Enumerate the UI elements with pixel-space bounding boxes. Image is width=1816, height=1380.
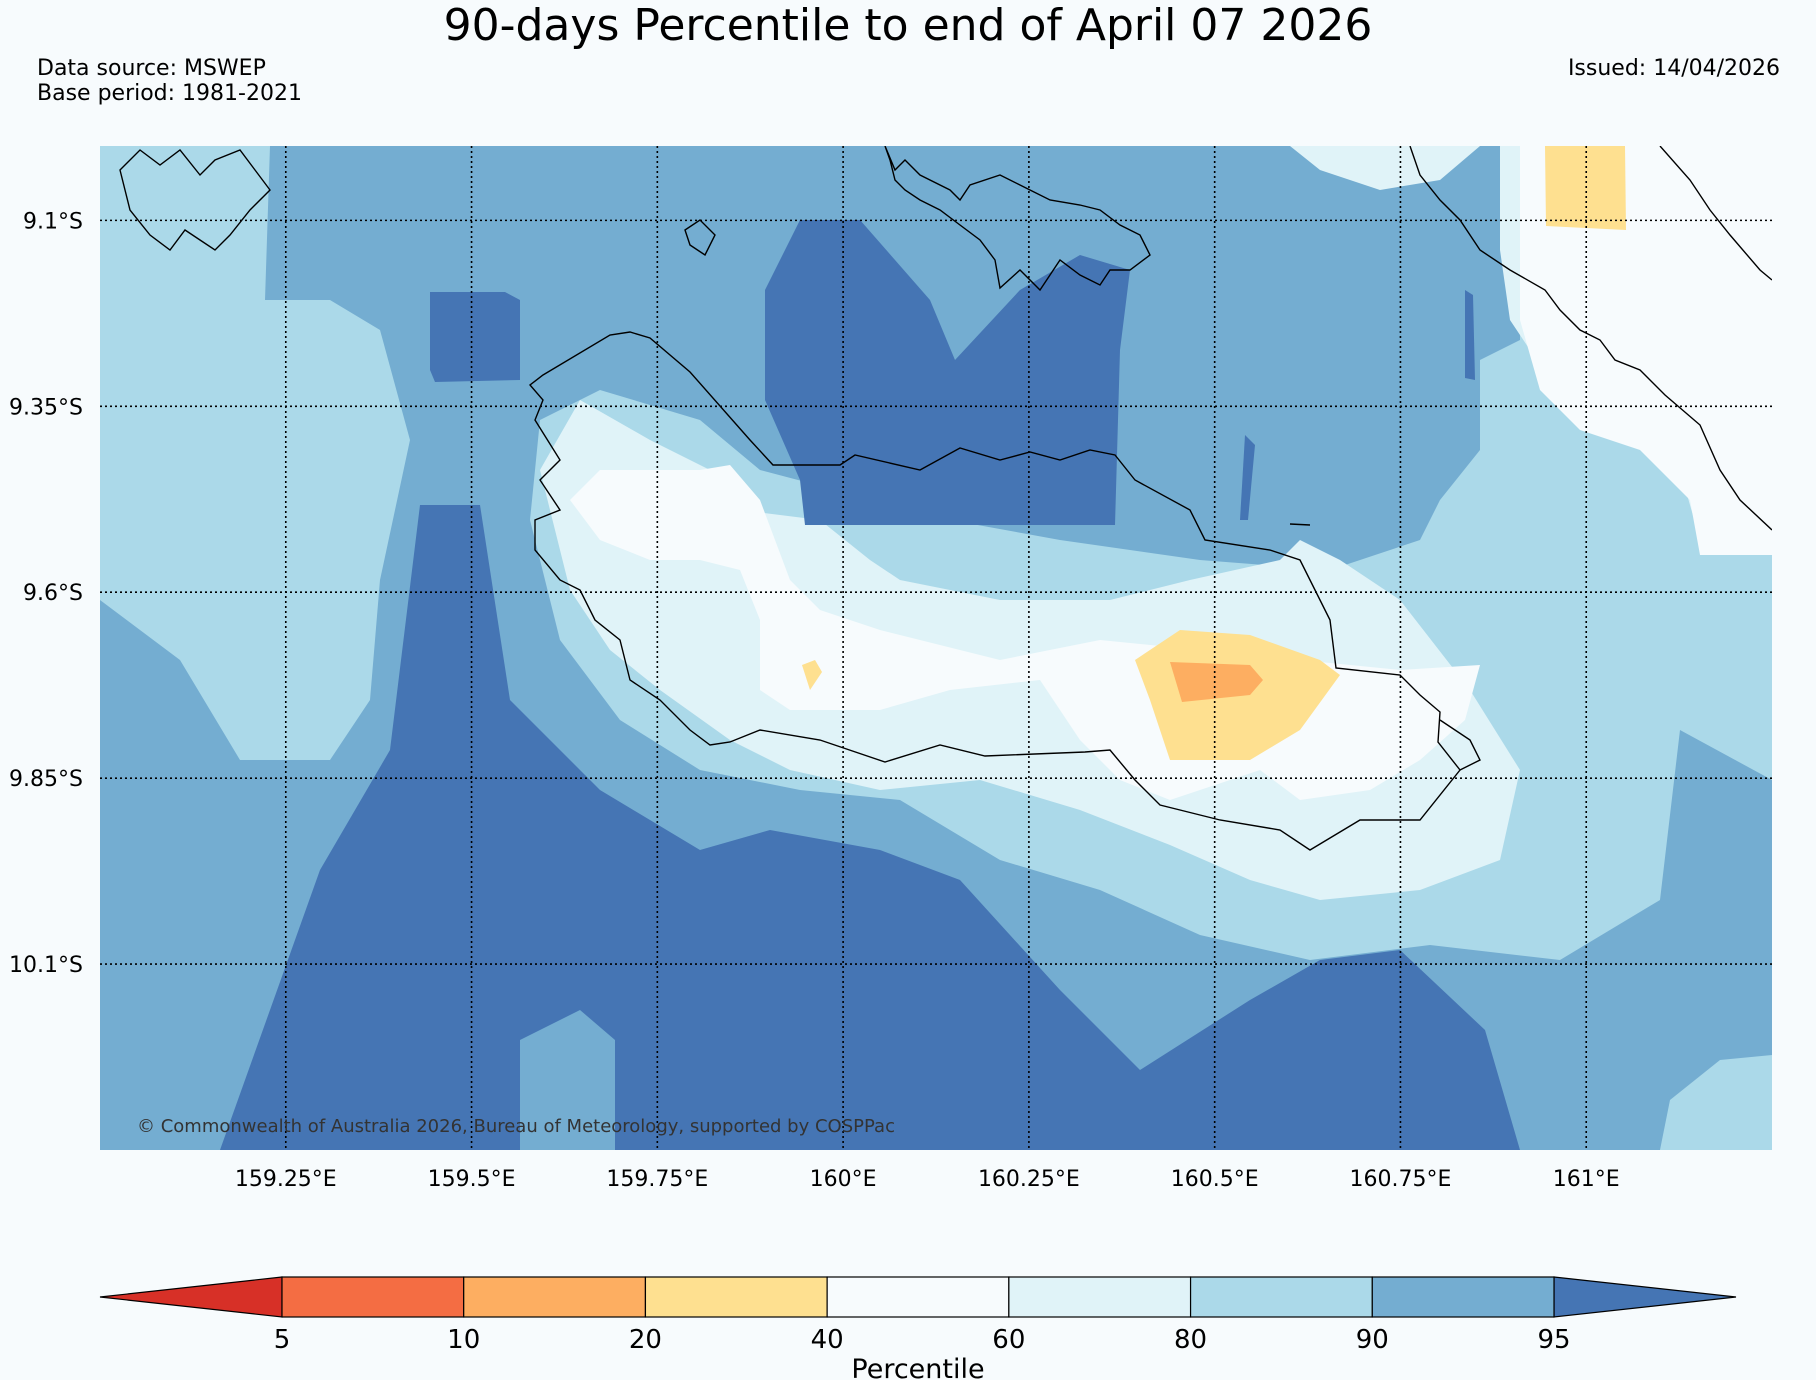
contour-10-20 [1170, 662, 1263, 702]
lat-tick-label: 9.35°S [9, 395, 83, 420]
contour-gt95-central-block [765, 220, 1130, 525]
copyright-notice: © Commonwealth of Australia 2026, Bureau… [137, 1116, 895, 1137]
map-gridlines [100, 146, 1772, 1150]
colorbar-segment [463, 1276, 647, 1318]
lon-tick-label: 159.75°E [606, 1167, 708, 1192]
coastline-small-island [684, 219, 716, 257]
colorbar-tick-label: 40 [811, 1325, 844, 1355]
lon-tick-label: 160.25°E [978, 1167, 1080, 1192]
base-period-label: Base period: 1981-2021 [37, 81, 302, 106]
coastline-malaita [1409, 146, 1772, 531]
contour-20-40-dot [802, 660, 822, 690]
coastline-savo [119, 149, 271, 251]
coastline-guadalcanal [528, 331, 1461, 851]
lat-tick-label: 9.6°S [23, 581, 83, 606]
coastline-malaita-west [1659, 146, 1772, 281]
contour-40-60-east [1520, 146, 1772, 555]
map-title: 90-days Percentile to end of April 07 20… [443, 0, 1373, 51]
colorbar-segment [281, 1276, 465, 1318]
colorbar-label: Percentile [851, 1354, 984, 1380]
contour-gt95-pocket-a [1240, 435, 1255, 520]
colorbar-tick-label: 20 [629, 1325, 662, 1355]
contour-60-80-north [1000, 146, 1480, 190]
lon-tick-label: 159.25°E [235, 1167, 337, 1192]
coastline-east-fragment [1439, 719, 1481, 771]
colorbar-tick-label: 90 [1356, 1325, 1389, 1355]
map-metadata: Data source: MSWEP Base period: 1981-202… [37, 56, 302, 106]
contour-80-90-southeast [1660, 1055, 1772, 1150]
lat-tick-label: 9.1°S [23, 209, 83, 234]
colorbar-under-arrow [99, 1276, 283, 1318]
lon-tick-label: 160.5°E [1171, 1167, 1259, 1192]
contour-gt95-north-block [430, 292, 520, 382]
colorbar: 5 10 20 40 60 80 90 95 Percentile [99, 1276, 1737, 1380]
contour-gt95-south-pocket [520, 1010, 615, 1150]
colorbar-over-arrow [1553, 1276, 1737, 1318]
contour-gt95-pocket-b [1465, 290, 1475, 380]
lat-tick-labels: 9.1°S 9.35°S 9.6°S 9.85°S 10.1°S [9, 209, 83, 978]
data-source-label: Data source: MSWEP [37, 56, 266, 81]
coastline-marker [1289, 523, 1311, 526]
colorbar-segment [826, 1276, 1010, 1318]
lat-tick-label: 9.85°S [9, 767, 83, 792]
lon-tick-labels: 159.25°E 159.5°E 159.75°E 160°E 160.25°E 160.… [235, 1167, 1620, 1192]
contour-80-90-west [100, 146, 410, 760]
colorbar-segment [1371, 1276, 1555, 1318]
lon-tick-label: 160°E [810, 1167, 877, 1192]
lat-tick-label: 10.1°S [9, 953, 83, 978]
percentile-contours [100, 146, 1772, 1150]
colorbar-segment [1189, 1276, 1373, 1318]
colorbar-segment [644, 1276, 828, 1318]
colorbar-segments [281, 1276, 1555, 1318]
lon-tick-label: 161°E [1553, 1167, 1620, 1192]
coastline-florida-islands [884, 146, 1151, 292]
colorbar-tick-label: 95 [1537, 1325, 1570, 1355]
lon-tick-label: 160.75°E [1349, 1167, 1451, 1192]
colorbar-segment [1008, 1276, 1192, 1318]
coastlines [119, 146, 1772, 851]
colorbar-tick-label: 5 [274, 1325, 291, 1355]
colorbar-tick-label: 10 [447, 1325, 480, 1355]
issued-date: Issued: 14/04/2026 [1567, 56, 1780, 81]
colorbar-tick-label: 60 [992, 1325, 1025, 1355]
colorbar-tick-label: 80 [1174, 1325, 1207, 1355]
lon-tick-label: 159.5°E [428, 1167, 516, 1192]
colorbar-ticks: 5 10 20 40 60 80 90 95 [274, 1325, 1571, 1355]
